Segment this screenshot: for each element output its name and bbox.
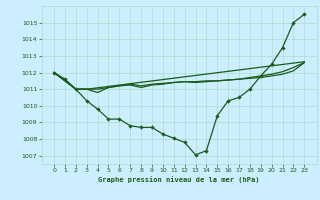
X-axis label: Graphe pression niveau de la mer (hPa): Graphe pression niveau de la mer (hPa) [99, 176, 260, 183]
